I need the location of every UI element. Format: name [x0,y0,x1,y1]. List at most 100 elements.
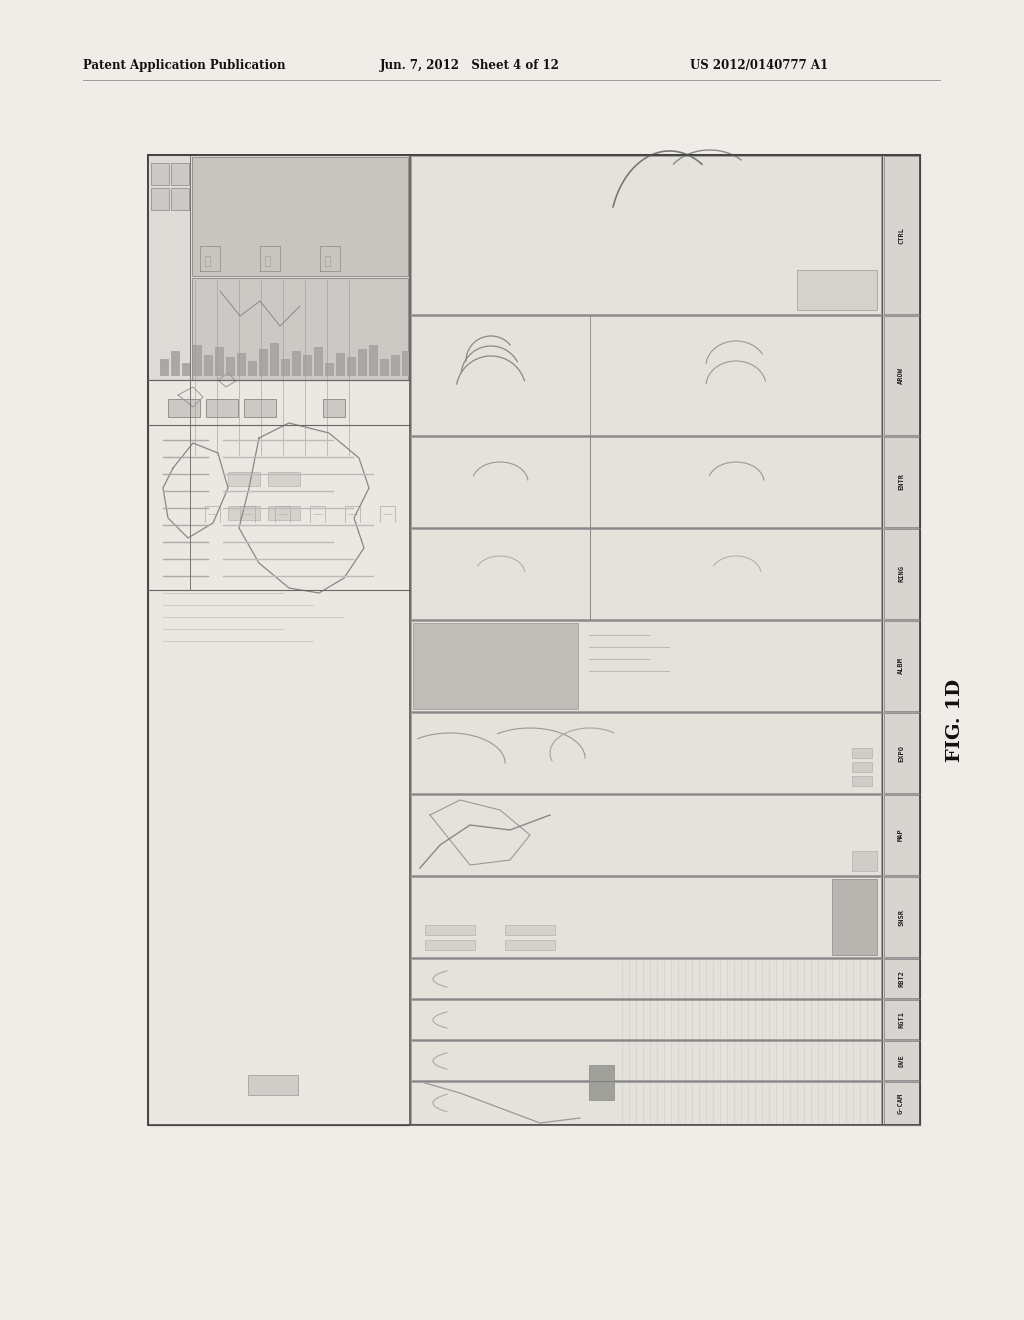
Bar [215,347,223,375]
Bar [325,363,333,375]
Text: US 2012/0140777 A1: US 2012/0140777 A1 [690,58,828,71]
Bar [248,360,256,375]
Bar [148,154,920,1125]
Bar [198,572,223,586]
Bar [171,162,189,185]
Bar [884,960,919,998]
Text: SNSR: SNSR [898,908,904,925]
Bar [413,623,578,709]
Text: ALBM: ALBM [898,657,904,675]
Text: RING: RING [898,565,904,582]
Bar [411,876,881,957]
Bar [153,399,181,420]
Bar [411,156,881,314]
Bar [882,154,920,1125]
Text: Jun. 7, 2012   Sheet 4 of 12: Jun. 7, 2012 Sheet 4 of 12 [380,58,560,71]
Bar [884,1082,919,1125]
Bar [884,713,919,793]
Bar [193,157,408,276]
Bar [390,572,408,586]
Bar [318,572,343,586]
Bar [425,925,475,935]
Bar [831,879,877,954]
Bar [884,156,919,314]
Bar [258,572,283,586]
Text: G-CAM: G-CAM [898,1093,904,1114]
Text: RBT2: RBT2 [898,970,904,987]
Bar [148,154,410,1125]
Bar [148,380,410,425]
Text: ENTR: ENTR [898,474,904,491]
Bar [148,425,410,590]
Bar [228,473,260,486]
Bar [204,355,212,375]
Bar [505,925,555,935]
Bar [268,473,300,486]
Text: FIG. 1D: FIG. 1D [946,678,964,762]
Bar [884,529,919,619]
Bar [206,399,238,417]
Bar [171,187,189,210]
Bar [193,279,408,458]
Bar [146,153,922,1127]
Bar [411,1041,881,1080]
Bar [411,1082,881,1125]
Bar [151,187,169,210]
Bar [391,355,399,375]
Bar [268,506,300,520]
Bar [336,352,344,375]
Bar [411,960,881,998]
Bar [852,762,872,772]
Bar [852,748,872,758]
Bar [410,154,882,1125]
Bar [228,506,260,520]
Bar [237,352,245,375]
Bar [797,271,877,310]
Bar [244,399,276,417]
Bar [347,356,355,375]
Bar [411,1001,881,1039]
Bar [884,795,919,875]
Bar [411,437,881,527]
Bar [884,876,919,957]
Bar [411,620,881,711]
Bar [884,437,919,527]
Bar [151,162,169,185]
Bar [259,348,267,375]
Bar [425,940,475,950]
Bar [292,351,300,375]
Bar [248,1074,298,1096]
Text: EXPO: EXPO [898,744,904,762]
Bar [160,359,168,375]
Text: RGT1: RGT1 [898,1011,904,1028]
Bar [380,359,388,375]
Bar [402,351,410,375]
Bar [148,154,190,590]
Bar [171,351,179,375]
Text: MAP: MAP [898,829,904,841]
Bar [411,713,881,793]
Bar [884,620,919,711]
Bar [884,315,919,436]
Bar [411,315,881,436]
Text: CTRL: CTRL [898,227,904,243]
Bar [226,356,234,375]
Bar [168,399,200,417]
Bar [323,399,345,417]
Text: DVE: DVE [898,1055,904,1067]
Bar [852,776,872,785]
Bar [884,1041,919,1080]
Bar [228,572,253,586]
Bar [193,459,408,568]
Bar [281,359,289,375]
Bar [193,345,201,375]
Bar [270,343,278,375]
Bar [288,572,313,586]
Bar [369,345,377,375]
Bar [358,348,366,375]
Bar [411,529,881,619]
Bar [190,154,410,590]
Bar [314,347,322,375]
Bar [148,154,920,1125]
Bar [884,1001,919,1039]
